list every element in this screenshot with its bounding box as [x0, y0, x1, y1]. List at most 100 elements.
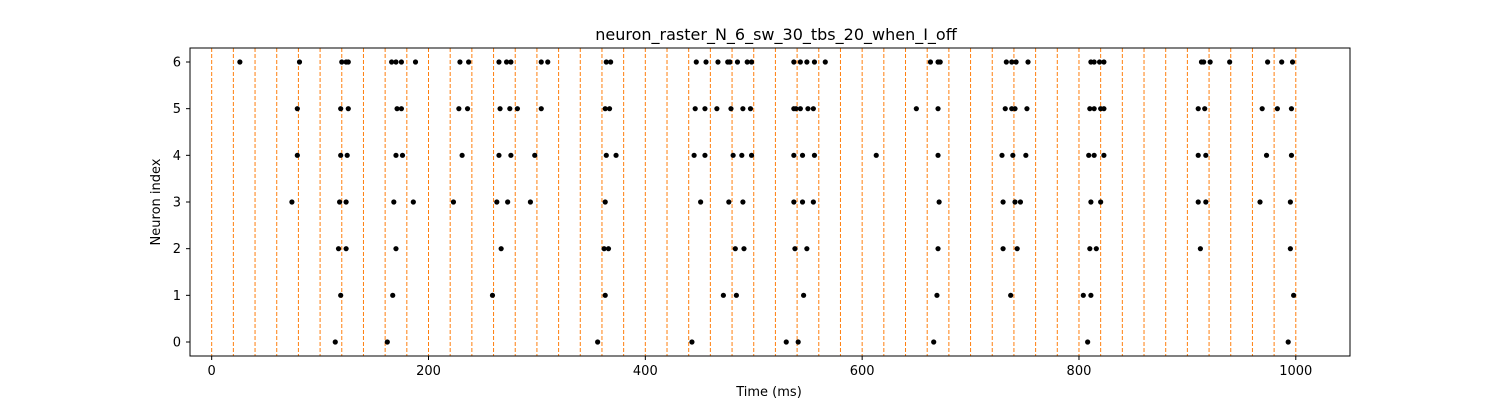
y-tick-label: 5 — [173, 102, 181, 117]
spike-point-neuron-3 — [791, 199, 797, 205]
spike-point-neuron-3 — [602, 199, 608, 205]
y-tick-label: 1 — [173, 289, 181, 304]
spike-point-neuron-5 — [935, 106, 941, 112]
spike-point-neuron-5 — [1101, 106, 1107, 112]
spike-point-neuron-3 — [494, 199, 500, 205]
spike-point-neuron-4 — [603, 152, 609, 158]
spike-point-neuron-2 — [732, 246, 738, 252]
spike-point-neuron-6 — [466, 59, 472, 65]
spike-point-neuron-4 — [532, 152, 538, 158]
spike-point-neuron-2 — [1287, 246, 1293, 252]
spike-point-neuron-3 — [698, 199, 704, 205]
spike-point-neuron-6 — [608, 59, 614, 65]
spike-point-neuron-6 — [727, 59, 733, 65]
spike-point-neuron-4 — [496, 152, 502, 158]
spike-point-neuron-5 — [740, 106, 746, 112]
y-tick-label: 3 — [173, 196, 181, 211]
spike-point-neuron-5 — [1087, 106, 1093, 112]
spike-point-neuron-1 — [1291, 292, 1297, 298]
spike-point-neuron-6 — [398, 59, 405, 65]
spike-point-neuron-6 — [1091, 59, 1097, 65]
spike-point-neuron-3 — [1012, 199, 1018, 205]
spike-point-neuron-6 — [339, 59, 345, 65]
spike-point-neuron-1 — [489, 292, 496, 298]
spike-point-neuron-4 — [1288, 152, 1295, 158]
spike-point-neuron-4 — [1101, 152, 1107, 158]
spike-point-neuron-5 — [606, 106, 613, 112]
spike-point-neuron-3 — [1287, 199, 1293, 205]
spike-point-neuron-6 — [545, 59, 551, 65]
spike-point-neuron-6 — [1289, 59, 1296, 65]
spike-point-neuron-3 — [343, 199, 349, 205]
spike-point-neuron-3 — [1017, 199, 1024, 205]
spike-point-neuron-6 — [744, 59, 750, 65]
spike-point-neuron-6 — [1227, 59, 1233, 65]
y-tick-label: 2 — [173, 242, 181, 257]
spike-point-neuron-3 — [1088, 199, 1094, 205]
spike-point-neuron-6 — [1096, 59, 1103, 65]
spike-point-neuron-1 — [733, 292, 739, 298]
spike-point-neuron-4 — [338, 152, 344, 158]
spike-point-neuron-5 — [692, 106, 698, 112]
vertical-reference-lines — [211, 48, 1297, 356]
spike-point-neuron-3 — [1203, 199, 1209, 205]
spike-point-neuron-0 — [783, 339, 789, 345]
spike-point-neuron-5 — [728, 106, 734, 112]
x-tick-label: 400 — [633, 364, 658, 379]
spike-point-neuron-6 — [822, 59, 828, 65]
spike-point-neuron-5 — [747, 106, 754, 112]
spike-point-neuron-2 — [804, 246, 810, 252]
y-tick-label: 0 — [173, 336, 181, 351]
spike-point-neuron-0 — [931, 339, 937, 345]
chart-title: neuron_raster_N_6_sw_30_tbs_20_when_I_of… — [595, 25, 957, 45]
x-tick-label: 200 — [416, 364, 441, 379]
spike-point-neuron-4 — [344, 152, 350, 158]
spike-point-neuron-1 — [338, 292, 344, 298]
spike-point-neuron-1 — [720, 292, 726, 298]
spike-point-neuron-0 — [332, 339, 338, 345]
spike-point-neuron-3 — [505, 199, 511, 205]
plot-frame — [189, 47, 1351, 357]
spike-point-neuron-3 — [337, 199, 343, 205]
spike-point-neuron-2 — [601, 246, 607, 252]
spike-point-neuron-2 — [335, 246, 342, 252]
spike-point-neuron-6 — [791, 59, 797, 65]
spike-point-neuron-6 — [703, 59, 709, 65]
spike-point-neuron-2 — [498, 246, 504, 252]
spike-point-neuron-4 — [811, 152, 818, 158]
spike-point-neuron-2 — [343, 246, 349, 252]
spike-point-neuron-5 — [702, 106, 708, 112]
spike-point-neuron-5 — [1024, 106, 1030, 112]
spike-point-neuron-3 — [289, 199, 295, 205]
spike-point-neuron-4 — [739, 152, 745, 158]
spike-point-neuron-0 — [689, 339, 695, 345]
spike-point-neuron-4 — [399, 152, 406, 158]
spike-point-neuron-3 — [1098, 199, 1104, 205]
spike-point-neuron-0 — [1285, 339, 1291, 345]
spike-point-neuron-5 — [1195, 106, 1201, 112]
spike-point-neuron-3 — [450, 199, 457, 205]
spike-point-neuron-2 — [393, 246, 399, 252]
spike-point-neuron-3 — [391, 199, 397, 205]
spike-point-neuron-6 — [503, 59, 510, 65]
spike-point-neuron-4 — [1263, 152, 1270, 158]
spike-point-neuron-5 — [810, 106, 816, 112]
spike-point-neuron-5 — [602, 106, 608, 112]
spike-point-neuron-5 — [294, 106, 300, 112]
spike-point-neuron-4 — [1086, 152, 1092, 158]
spike-point-neuron-2 — [1087, 246, 1093, 252]
spike-point-neuron-6 — [1009, 59, 1015, 65]
spike-point-neuron-5 — [514, 106, 521, 112]
spike-point-neuron-2 — [741, 246, 747, 252]
spike-point-neuron-2 — [935, 246, 941, 252]
y-tick-label: 6 — [173, 56, 181, 71]
spike-point-neuron-6 — [797, 59, 803, 65]
x-tick-label: 0 — [208, 364, 216, 379]
spike-point-neuron-6 — [296, 59, 303, 65]
spike-point-neuron-5 — [1259, 106, 1265, 112]
spike-point-neuron-5 — [1012, 106, 1018, 112]
spike-point-neuron-6 — [715, 59, 721, 65]
spike-point-neuron-5 — [1091, 106, 1097, 112]
spike-point-neuron-6 — [393, 59, 399, 65]
